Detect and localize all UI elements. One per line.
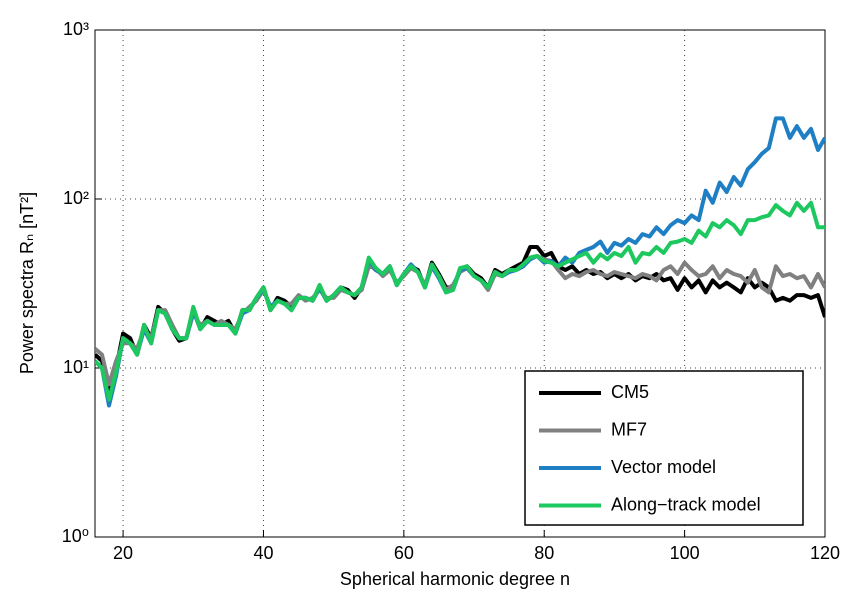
legend-label: Along−track model xyxy=(611,494,761,514)
data-line xyxy=(95,200,825,402)
y-axis-label: Power spectra Rₙ [nT²] xyxy=(17,192,37,374)
y-tick-label: 10² xyxy=(63,188,89,208)
legend-label: CM5 xyxy=(611,382,649,402)
x-tick-label: 40 xyxy=(253,543,273,563)
y-tick-label: 10³ xyxy=(63,19,89,39)
data-line xyxy=(95,116,825,408)
legend-box xyxy=(524,370,804,526)
x-axis-label: Spherical harmonic degree n xyxy=(340,569,570,589)
legend-label: Vector model xyxy=(611,457,716,477)
x-tick-label: 20 xyxy=(113,543,133,563)
legend-label: MF7 xyxy=(611,419,647,439)
x-tick-label: 80 xyxy=(534,543,554,563)
x-tick-label: 120 xyxy=(810,543,840,563)
y-tick-label: 10⁰ xyxy=(62,526,89,546)
y-tick-label: 10¹ xyxy=(63,357,89,377)
x-tick-label: 100 xyxy=(670,543,700,563)
x-tick-label: 60 xyxy=(394,543,414,563)
